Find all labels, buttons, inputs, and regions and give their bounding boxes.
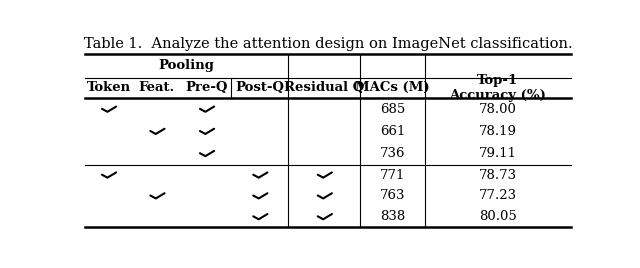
- Text: 661: 661: [380, 125, 405, 138]
- Text: 80.05: 80.05: [479, 210, 516, 223]
- Text: 77.23: 77.23: [479, 189, 517, 202]
- Text: 736: 736: [380, 147, 405, 160]
- Text: 685: 685: [380, 103, 405, 116]
- Text: Post-Q: Post-Q: [236, 81, 284, 94]
- Text: 78.73: 78.73: [479, 169, 517, 182]
- Text: Pre-Q: Pre-Q: [185, 81, 228, 94]
- Text: 763: 763: [380, 189, 405, 202]
- Text: 771: 771: [380, 169, 405, 182]
- Text: 78.19: 78.19: [479, 125, 517, 138]
- Text: 78.00: 78.00: [479, 103, 517, 116]
- Text: Table 1.  Analyze the attention design on ImageNet classification.: Table 1. Analyze the attention design on…: [84, 36, 572, 50]
- Text: 838: 838: [380, 210, 405, 223]
- Text: 79.11: 79.11: [479, 147, 517, 160]
- Text: Feat.: Feat.: [139, 81, 175, 94]
- Text: Token: Token: [86, 81, 131, 94]
- Text: Residual Q: Residual Q: [284, 81, 364, 94]
- Text: MACs (M): MACs (M): [355, 81, 430, 94]
- Text: Top-1
Accuracy (%): Top-1 Accuracy (%): [449, 74, 547, 102]
- Text: Pooling: Pooling: [159, 59, 214, 72]
